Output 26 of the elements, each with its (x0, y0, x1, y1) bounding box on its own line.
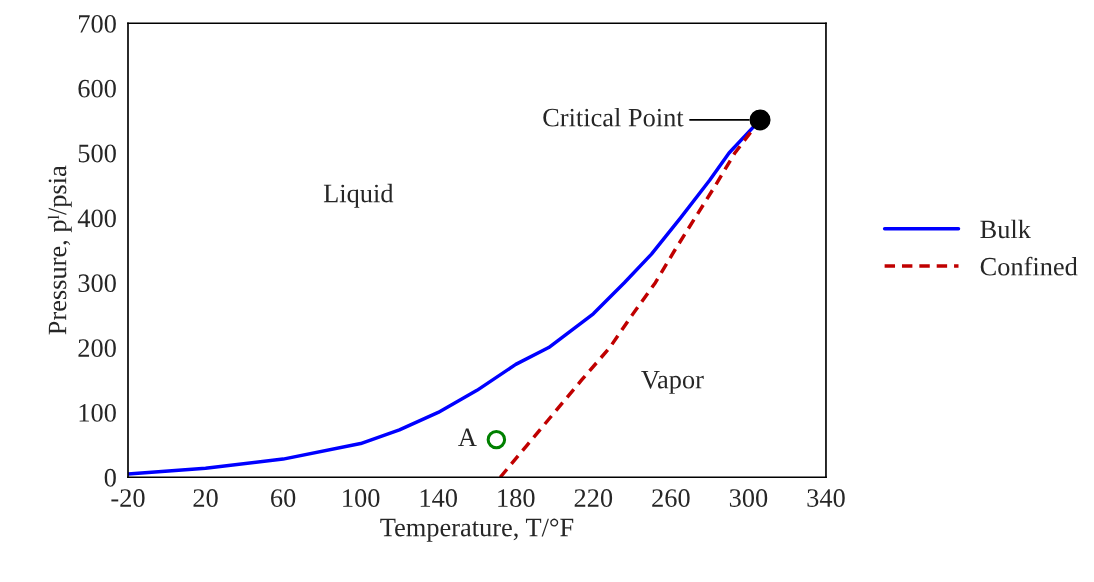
annotation: A (458, 428, 477, 446)
x-tick-label: 100 (343, 489, 380, 507)
x-tick-label: 220 (574, 489, 613, 507)
annotation: Liquid (323, 183, 394, 208)
y-tick-label: 100 (79, 404, 116, 422)
annotation: Critical Point (543, 107, 684, 127)
y-tick-label: 700 (79, 14, 116, 33)
x-axis-title: Temperature, T/°F (380, 518, 574, 542)
x-tick-label: 140 (420, 489, 457, 507)
y-axis-title: Pressure, pˡ/psia (47, 165, 72, 335)
legend-label: Confined (980, 256, 1078, 276)
annotation: Vapor (641, 370, 704, 394)
x-tick-label: 300 (729, 489, 768, 507)
y-tick-label: 600 (78, 79, 116, 98)
x-tick-label: 60 (271, 489, 296, 507)
x-tick-label: -20 (111, 489, 145, 507)
x-tick-label: 180 (498, 489, 535, 507)
legend-label: Bulk (980, 219, 1031, 239)
y-tick-label: 500 (78, 144, 116, 163)
y-tick-label: 200 (78, 339, 116, 357)
y-tick-label: 0 (104, 468, 116, 487)
y-tick-label: 400 (77, 209, 116, 228)
x-tick-label: 340 (807, 489, 845, 507)
x-tick-label: 20 (193, 489, 218, 507)
y-tick-label: 300 (78, 274, 116, 293)
x-tick-label: 260 (652, 489, 690, 507)
